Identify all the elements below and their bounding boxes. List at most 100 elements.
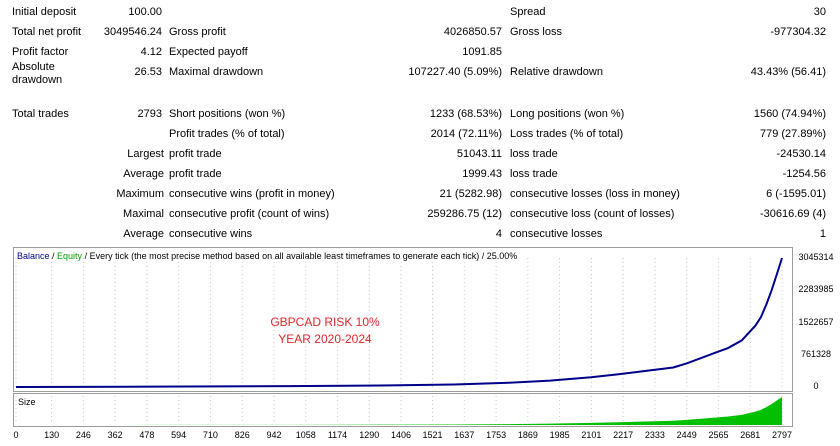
stat-right-label: consecutive losses (loss in money) <box>510 188 680 200</box>
x-tick-label: 1637 <box>454 430 475 440</box>
stat-right-label: consecutive loss (count of losses) <box>510 208 675 220</box>
stat-mid-value: 4 <box>495 228 502 240</box>
stat-right-label: Relative drawdown <box>510 66 603 78</box>
stat-label: Total trades <box>12 108 69 120</box>
x-tick-label: 710 <box>202 430 218 440</box>
chart-watermark: GBPCAD RISK 10% YEAR 2020-2024 <box>270 314 380 348</box>
stat-right-value: 6 (-1595.01) <box>766 188 826 200</box>
balance-line <box>15 257 783 388</box>
stat-right-label: Loss trades (% of total) <box>510 128 624 140</box>
stat-mid-label: consecutive wins <box>169 228 253 240</box>
x-tick-label: 130 <box>44 430 60 440</box>
stat-right-value: 1560 (74.94%) <box>753 108 826 120</box>
stat-mid-label: Gross profit <box>169 26 226 38</box>
legend-description: / Every tick (the most precise method ba… <box>82 251 518 261</box>
stat-right-value: 779 (27.89%) <box>759 128 826 140</box>
stat-label: Largest <box>127 148 164 160</box>
stat-right-label: Long positions (won %) <box>510 108 625 120</box>
stat-label: Average <box>123 168 164 180</box>
legend-separator: / <box>49 251 58 261</box>
stat-value: 3049546.24 <box>103 26 162 38</box>
stat-label: Maximum <box>116 188 164 200</box>
x-tick-label: 478 <box>139 430 155 440</box>
x-tick-label: 1985 <box>549 430 570 440</box>
size-label: Size <box>18 397 36 407</box>
stat-right-value: -977304.32 <box>770 26 826 38</box>
stat-mid-label: Profit trades (% of total) <box>169 128 285 140</box>
x-tick-label: 1521 <box>422 430 443 440</box>
stat-mid-value: 1091.85 <box>462 46 502 58</box>
stat-label: Profit factor <box>12 46 69 58</box>
stat-mid-label: profit trade <box>169 148 222 160</box>
stat-label: Total net profit <box>12 26 82 38</box>
size-chart: Size <box>13 393 793 427</box>
x-tick-label: 1406 <box>391 430 412 440</box>
x-tick-label: 1869 <box>517 430 538 440</box>
x-tick-label: 2797 <box>771 430 793 440</box>
stat-right-label: consecutive losses <box>510 228 603 240</box>
y-tick-label: 0 <box>813 381 819 391</box>
x-tick-label: 2449 <box>676 430 697 440</box>
x-tick-label: 2681 <box>740 430 761 440</box>
y-tick-label: 2283985 <box>798 284 834 295</box>
stat-mid-label: consecutive profit (count of wins) <box>169 208 330 220</box>
stat-value: 100.00 <box>128 6 162 18</box>
stat-mid-value: 1999.43 <box>462 168 502 180</box>
watermark-line-2: YEAR 2020-2024 <box>278 332 372 346</box>
stat-mid-value: 51043.11 <box>456 148 502 160</box>
legend-equity: Equity <box>57 251 83 261</box>
stat-label: Absolute drawdown <box>12 61 63 86</box>
stat-mid-value: 21 (5282.98) <box>439 188 502 200</box>
stat-right-value: 30 <box>813 6 826 18</box>
x-tick-label: 0 <box>13 430 19 440</box>
balance-chart-plot <box>15 257 783 388</box>
x-tick-label: 1290 <box>359 430 380 440</box>
stat-mid-label: Maximal drawdown <box>169 66 264 78</box>
y-tick-label: 761328 <box>800 348 832 359</box>
x-tick-label: 2333 <box>644 430 665 440</box>
stat-mid-label: profit trade <box>169 168 222 180</box>
stat-right-label: loss trade <box>510 148 558 160</box>
stat-right-value: -1254.56 <box>782 168 826 180</box>
chart-legend: Balance / Equity / Every tick (the most … <box>17 251 517 261</box>
stat-mid-value: 1233 (68.53%) <box>429 108 502 120</box>
x-tick-label: 1753 <box>486 430 507 440</box>
stat-mid-label: Expected payoff <box>169 46 248 58</box>
stat-right-value: -30616.69 (4) <box>759 208 826 220</box>
stat-right-label: Gross loss <box>510 26 562 38</box>
stat-value: 4.12 <box>140 46 162 58</box>
watermark-line-1: GBPCAD RISK 10% <box>270 315 380 329</box>
x-tick-label: 1058 <box>295 430 316 440</box>
stat-label: Initial deposit <box>12 6 77 18</box>
stat-right-value: -24530.14 <box>776 148 826 160</box>
stat-right-value: 1 <box>819 228 826 240</box>
y-tick-label: 3045314 <box>798 252 834 262</box>
x-tick-label: 942 <box>266 430 282 440</box>
stat-mid-value: 107227.40 (5.09%) <box>408 66 502 78</box>
stat-right-value: 43.43% (56.41) <box>750 66 826 78</box>
stat-mid-value: 2014 (72.11%) <box>430 128 502 140</box>
x-tick-label: 362 <box>107 430 123 440</box>
size-chart-plot <box>15 396 783 425</box>
stat-value: 26.53 <box>134 66 162 78</box>
y-tick-label: 1522657 <box>798 316 834 327</box>
stat-label: Maximal <box>123 208 164 220</box>
balance-chart: Balance / Equity / Every tick (the most … <box>13 247 793 392</box>
stat-mid-label: Short positions (won %) <box>169 108 286 120</box>
stat-label: Average <box>123 228 164 240</box>
legend-balance: Balance <box>17 251 50 261</box>
size-area <box>16 397 782 425</box>
stat-mid-value: 4026850.57 <box>443 26 502 38</box>
stat-mid-value: 259286.75 (12) <box>427 208 502 220</box>
x-tick-label: 1174 <box>327 430 348 440</box>
x-tick-label: 2101 <box>581 430 602 440</box>
stat-right-label: Spread <box>510 6 546 18</box>
x-tick-label: 2217 <box>613 430 634 440</box>
x-tick-label: 2565 <box>708 430 729 440</box>
stat-value: 2793 <box>137 108 162 120</box>
x-tick-label: 594 <box>171 430 187 440</box>
stat-right-label: loss trade <box>510 168 558 180</box>
stat-mid-label: consecutive wins (profit in money) <box>169 188 335 200</box>
x-tick-label: 826 <box>234 430 250 440</box>
x-tick-label: 246 <box>75 430 91 440</box>
